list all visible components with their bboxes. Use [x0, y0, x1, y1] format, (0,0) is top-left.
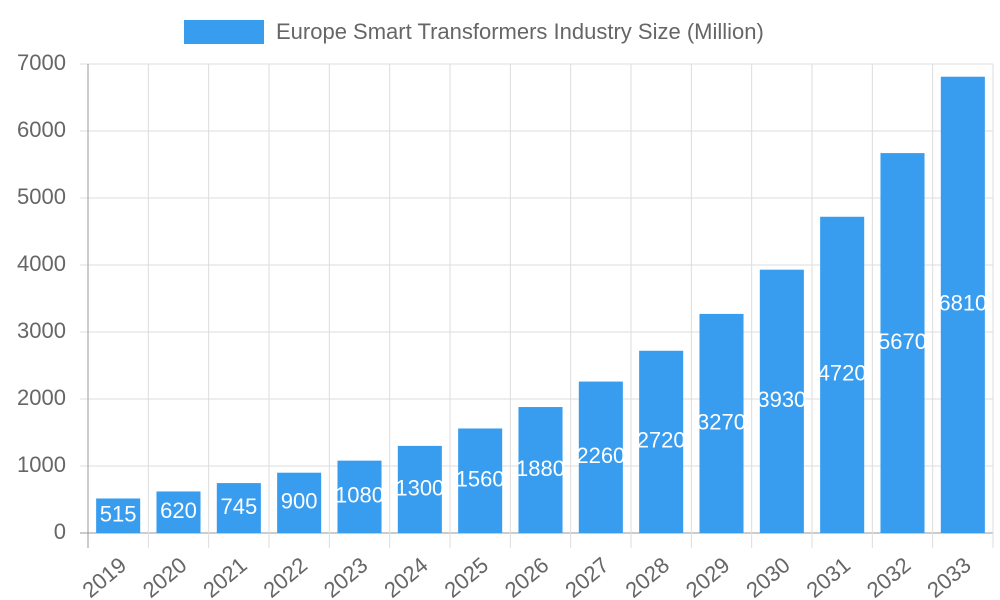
bar	[156, 491, 201, 533]
y-tick-label: 1000	[17, 452, 66, 477]
bar	[216, 483, 261, 533]
data-label: 1080	[335, 483, 384, 508]
data-label: 1300	[395, 475, 444, 500]
data-label: 620	[160, 498, 197, 523]
x-tick-label: 2030	[741, 552, 795, 600]
bar	[880, 153, 925, 534]
data-label: 4720	[818, 361, 867, 386]
x-tick-label: 2027	[560, 552, 614, 600]
x-tick-label: 2024	[379, 552, 433, 600]
legend-label: Europe Smart Transformers Industry Size …	[276, 19, 764, 44]
bar	[277, 472, 322, 533]
x-tick-label: 2019	[78, 552, 132, 600]
y-tick-label: 4000	[17, 251, 66, 276]
data-label: 2720	[637, 428, 686, 453]
data-label: 5670	[878, 329, 927, 354]
bar	[96, 498, 141, 533]
data-label: 515	[100, 502, 137, 527]
bar	[820, 216, 865, 533]
data-label: 745	[220, 494, 257, 519]
data-label: 900	[281, 489, 318, 514]
y-tick-label: 6000	[17, 117, 66, 142]
data-label: 1560	[456, 467, 505, 492]
x-tick-label: 2025	[440, 552, 494, 600]
bar	[699, 313, 744, 533]
x-tick-label: 2029	[681, 552, 735, 600]
x-tick-label: 2022	[259, 552, 313, 600]
data-label: 2260	[576, 443, 625, 468]
x-tick-label: 2028	[621, 552, 675, 600]
bar	[397, 445, 442, 533]
bar	[578, 381, 623, 533]
data-label: 1880	[516, 456, 565, 481]
data-label: 3930	[757, 387, 806, 412]
x-tick-label: 2033	[922, 552, 976, 600]
bar	[940, 76, 985, 533]
bar	[759, 269, 804, 533]
x-tick-label: 2032	[862, 552, 916, 600]
x-tick-label: 2026	[500, 552, 554, 600]
x-tick-label: 2031	[802, 552, 856, 600]
x-tick-label: 2021	[198, 552, 252, 600]
bar	[639, 350, 684, 533]
data-label: 6810	[938, 291, 987, 316]
x-tick-label: 2023	[319, 552, 373, 600]
y-tick-label: 2000	[17, 385, 66, 410]
x-tick-label: 2020	[138, 552, 192, 600]
bar	[458, 428, 503, 533]
y-tick-label: 5000	[17, 184, 66, 209]
y-tick-label: 7000	[17, 50, 66, 75]
bar	[518, 407, 563, 533]
data-label: 3270	[697, 409, 746, 434]
y-tick-label: 0	[54, 519, 66, 544]
legend-swatch	[184, 20, 264, 44]
bar	[337, 460, 382, 533]
y-tick-label: 3000	[17, 318, 66, 343]
